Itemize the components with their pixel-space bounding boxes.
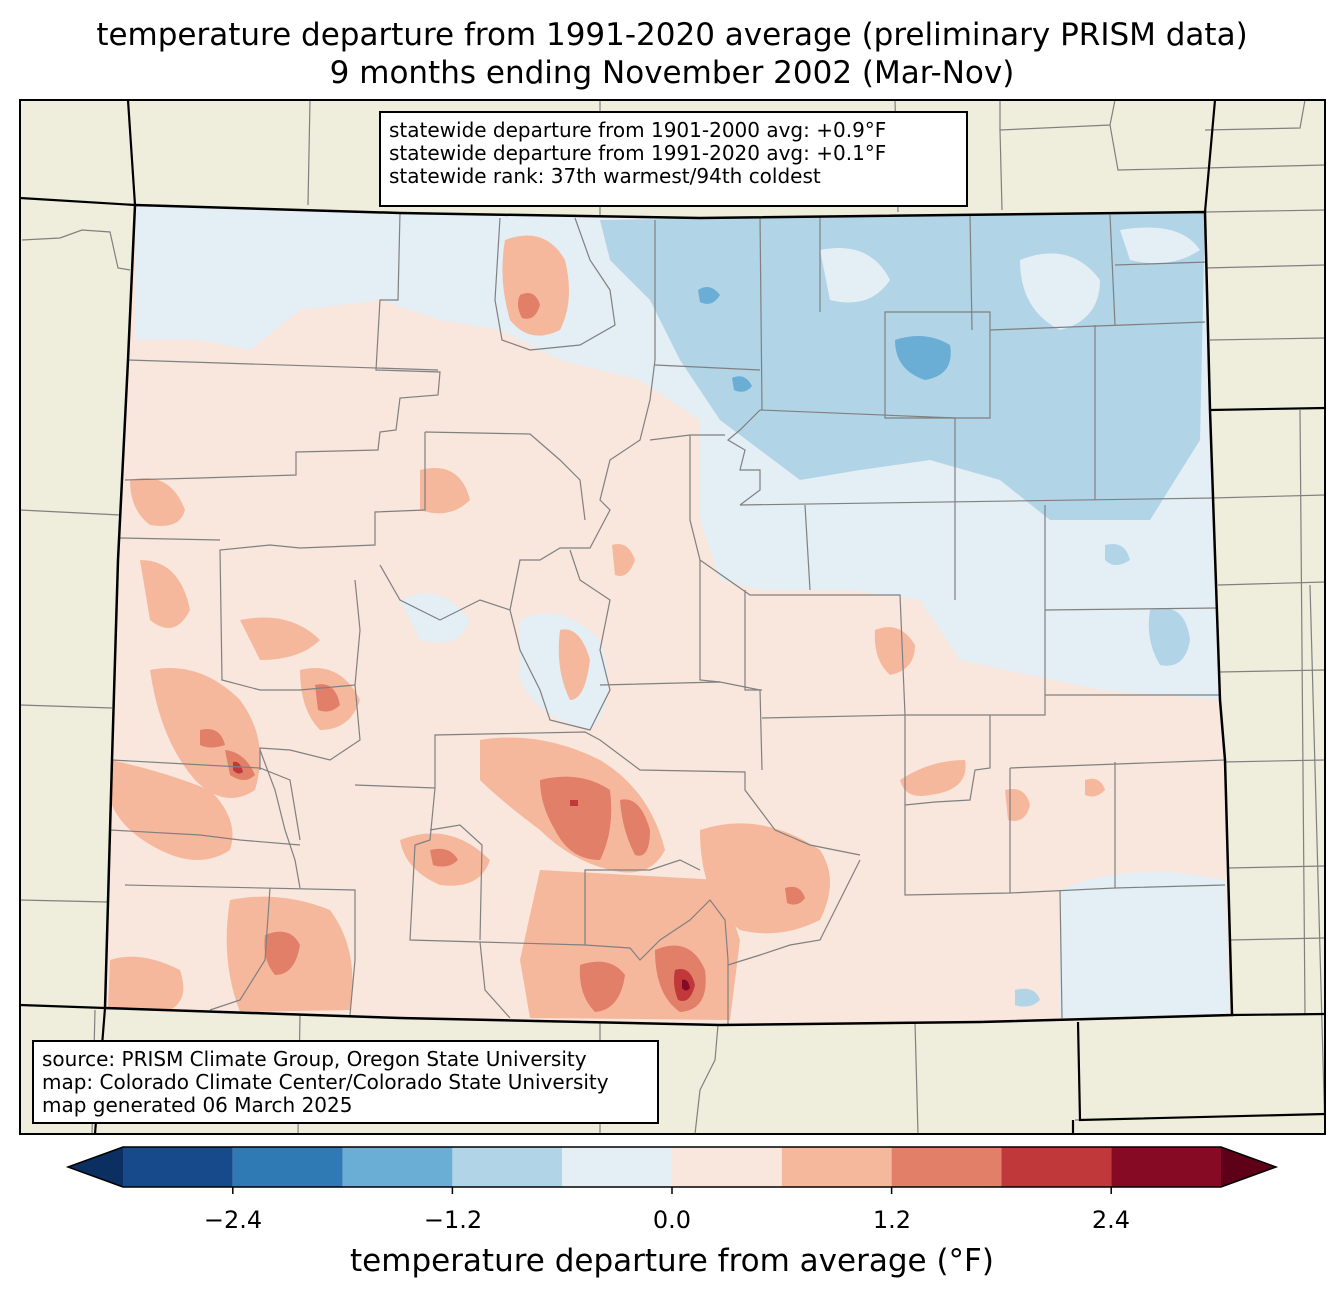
colorbar-tick-label: 1.2 [872,1206,912,1234]
colorbar-bin [123,1147,233,1187]
colorbar-bin [1111,1147,1221,1187]
source-box: source: PRISM Climate Group, Oregon Stat… [32,1040,659,1124]
temperature-field [108,205,1230,1025]
colorbar-outline [65,1146,1279,1188]
statewide-stats-box: statewide departure from 1901-2000 avg: … [379,111,968,207]
map-title: temperature departure from 1991-2020 ave… [96,17,1248,53]
colorbar-bin [1001,1147,1112,1187]
colorbar-tick-label: 0.0 [652,1206,692,1234]
generated-date-line: map generated 06 March 2025 [42,1093,353,1117]
state-borders [20,100,1325,1134]
colorbar-under-arrow [68,1147,123,1187]
colorbar-bin [452,1147,563,1187]
colorbar-tick-label: 2.4 [1091,1206,1131,1234]
stat-rank: statewide rank: 37th warmest/94th coldes… [389,164,821,188]
colorbar-bin [781,1147,892,1187]
county-lines [109,212,1226,1025]
colorado-border [103,203,1234,1027]
colorbar-bin [232,1147,343,1187]
map-subtitle: 9 months ending November 2002 (Mar-Nov) [329,55,1015,91]
map-credit-line: map: Colorado Climate Center/Colorado St… [42,1070,609,1094]
colorbar-bin [672,1147,782,1187]
stat-departure-1901-2000: statewide departure from 1901-2000 avg: … [389,118,887,142]
source-line: source: PRISM Climate Group, Oregon Stat… [42,1047,587,1071]
stat-departure-1991-2020: statewide departure from 1991-2020 avg: … [389,141,887,165]
colorbar-tick-label: −2.4 [203,1206,263,1234]
colorbar-bin [342,1147,453,1187]
colorbar-label: temperature departure from average (°F) [350,1243,994,1279]
colorbar-tick-label: −1.2 [423,1206,483,1234]
colorbar-bin [562,1147,672,1187]
colorbar-bin [891,1147,1002,1187]
colorbar-over-arrow [1221,1147,1276,1187]
colorbar [65,1146,1279,1194]
